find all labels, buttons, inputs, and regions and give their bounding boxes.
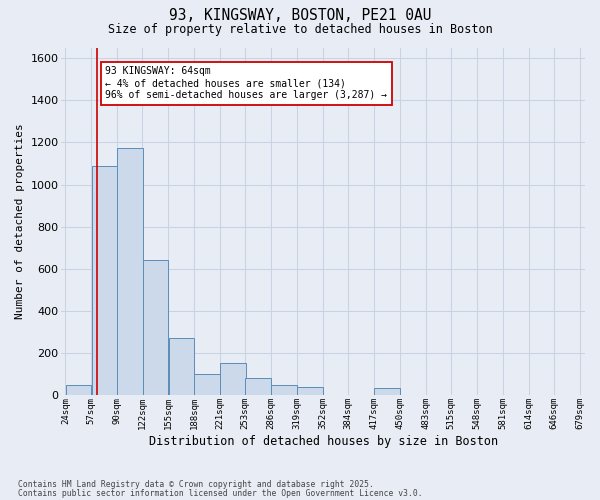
Bar xyxy=(65,385,91,396)
Bar xyxy=(194,374,220,396)
Text: Contains HM Land Registry data © Crown copyright and database right 2025.: Contains HM Land Registry data © Crown c… xyxy=(18,480,374,489)
Bar xyxy=(220,362,246,396)
X-axis label: Distribution of detached houses by size in Boston: Distribution of detached houses by size … xyxy=(149,434,497,448)
Bar xyxy=(118,148,143,396)
Bar xyxy=(169,338,194,396)
Text: Size of property relative to detached houses in Boston: Size of property relative to detached ho… xyxy=(107,24,493,36)
Bar xyxy=(374,388,400,396)
Bar xyxy=(92,166,117,396)
Bar xyxy=(143,260,168,396)
Bar xyxy=(271,385,297,396)
Text: 93 KINGSWAY: 64sqm
← 4% of detached houses are smaller (134)
96% of semi-detache: 93 KINGSWAY: 64sqm ← 4% of detached hous… xyxy=(106,66,388,100)
Text: Contains public sector information licensed under the Open Government Licence v3: Contains public sector information licen… xyxy=(18,489,422,498)
Text: 93, KINGSWAY, BOSTON, PE21 0AU: 93, KINGSWAY, BOSTON, PE21 0AU xyxy=(169,8,431,22)
Bar xyxy=(245,378,271,396)
Bar xyxy=(298,387,323,396)
Y-axis label: Number of detached properties: Number of detached properties xyxy=(15,124,25,320)
